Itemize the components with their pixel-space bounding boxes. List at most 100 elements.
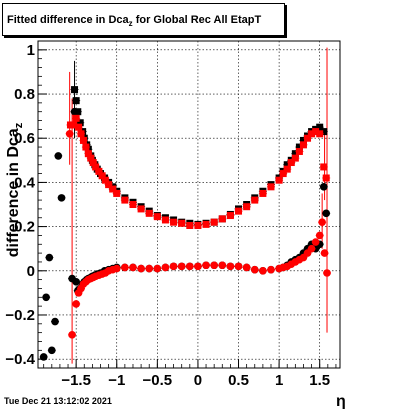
x-tick-label: −1.5 <box>61 372 91 389</box>
data-point-circle <box>68 331 76 339</box>
data-point-square <box>178 219 186 227</box>
x-tick-label: 0.5 <box>228 372 249 389</box>
data-point-square <box>291 154 299 162</box>
data-point-circle <box>145 264 154 273</box>
data-point-square <box>312 128 320 136</box>
data-point-square <box>82 143 90 151</box>
y-tick-label: 0.6 <box>14 130 35 147</box>
data-point-square <box>170 218 178 226</box>
data-point-circle <box>234 262 243 271</box>
data-point-square <box>251 196 259 204</box>
y-tick-label: 0 <box>27 263 35 280</box>
x-tick-label: −1 <box>108 372 125 389</box>
data-point-square <box>275 176 283 184</box>
grid-lines <box>38 41 340 368</box>
data-point-square <box>77 130 85 138</box>
data-point-circle <box>129 263 137 272</box>
data-point-square <box>235 207 243 215</box>
data-point-square <box>299 136 307 144</box>
data-markers <box>39 86 332 361</box>
data-point-square <box>226 212 234 220</box>
y-tick-label: −0.4 <box>5 351 35 368</box>
data-point-square <box>287 159 295 167</box>
data-point-circle <box>153 264 162 273</box>
data-point-square <box>322 174 330 182</box>
data-point-square <box>72 97 80 105</box>
data-point-square <box>218 215 226 223</box>
x-axis-label: η <box>336 393 346 409</box>
data-point-circle <box>315 231 324 240</box>
data-point-square <box>87 154 95 162</box>
data-point-circle <box>42 293 50 302</box>
data-point-square <box>283 165 291 173</box>
data-point-square <box>89 159 97 167</box>
data-point-square <box>295 147 303 155</box>
data-point-square <box>320 163 328 171</box>
y-tick-label: 0.8 <box>14 86 35 103</box>
data-point-square <box>279 170 287 178</box>
title-main: Fitted difference in Dca <box>7 14 129 26</box>
data-point-square <box>316 123 324 131</box>
data-point-circle <box>307 244 316 253</box>
data-point-square <box>202 220 210 228</box>
data-point-circle <box>161 263 170 272</box>
data-point-square <box>194 221 202 229</box>
data-point-square <box>186 221 194 229</box>
data-point-circle <box>137 264 145 273</box>
data-point-circle <box>65 129 74 138</box>
y-axis-label: difference in Dcaz <box>5 122 25 257</box>
data-point-circle <box>311 238 320 246</box>
data-point-circle <box>45 253 54 262</box>
data-point-circle <box>57 194 66 202</box>
title-rest: for Global Rec All EtapT <box>132 14 262 26</box>
data-point-square <box>98 172 106 180</box>
plot-frame <box>37 40 341 369</box>
data-point-circle <box>259 266 267 275</box>
data-point-circle <box>70 107 79 116</box>
data-point-square <box>76 119 84 127</box>
data-point-square <box>101 176 109 184</box>
plot-title: Fitted difference in Dcaz for Global Rec… <box>2 3 285 36</box>
y-tick-label: 1 <box>27 42 35 59</box>
data-point-square <box>79 136 87 144</box>
data-point-circle <box>39 353 48 361</box>
data-point-circle <box>318 218 326 226</box>
data-point-circle <box>322 209 330 218</box>
data-point-circle <box>242 263 251 272</box>
title-subscript: z <box>128 19 133 29</box>
data-point-circle <box>226 262 235 271</box>
data-point-circle <box>250 265 259 274</box>
data-point-circle <box>194 262 202 271</box>
data-point-circle <box>121 263 129 272</box>
data-point-circle <box>267 265 275 274</box>
tick-labels: −1.5 −1 −0.5 0 0.5 1 1.5 −0.4 −0.2 0 0.2 0.4 0.6 0.8 1 <box>5 42 330 389</box>
data-point-square <box>304 134 312 142</box>
data-point-square <box>291 150 299 158</box>
data-point-square <box>129 201 137 208</box>
timestamp-footer: Tue Dec 21 13:12:02 2021 <box>4 396 112 406</box>
data-point-square <box>70 121 78 129</box>
data-point-circle <box>202 261 210 270</box>
data-point-square <box>295 143 303 151</box>
data-point-square <box>72 114 80 122</box>
data-point-square <box>259 189 267 197</box>
data-point-square <box>121 196 129 204</box>
data-point-square <box>137 205 145 213</box>
data-point-square <box>71 86 79 94</box>
data-point-square <box>283 161 291 169</box>
error-bars <box>69 47 328 364</box>
data-point-square <box>105 181 113 189</box>
x-tick-label: 1.5 <box>309 372 330 389</box>
data-point-square <box>243 203 251 211</box>
data-point-square <box>109 185 117 193</box>
x-tick-label: 0 <box>194 372 202 389</box>
data-point-square <box>75 123 83 131</box>
data-point-square <box>210 218 218 226</box>
data-point-circle <box>72 300 80 308</box>
data-point-circle <box>72 278 80 286</box>
data-point-square <box>92 163 100 171</box>
data-point-square <box>95 167 103 175</box>
y-tick-label: −0.2 <box>5 307 35 324</box>
data-point-circle <box>210 261 218 270</box>
